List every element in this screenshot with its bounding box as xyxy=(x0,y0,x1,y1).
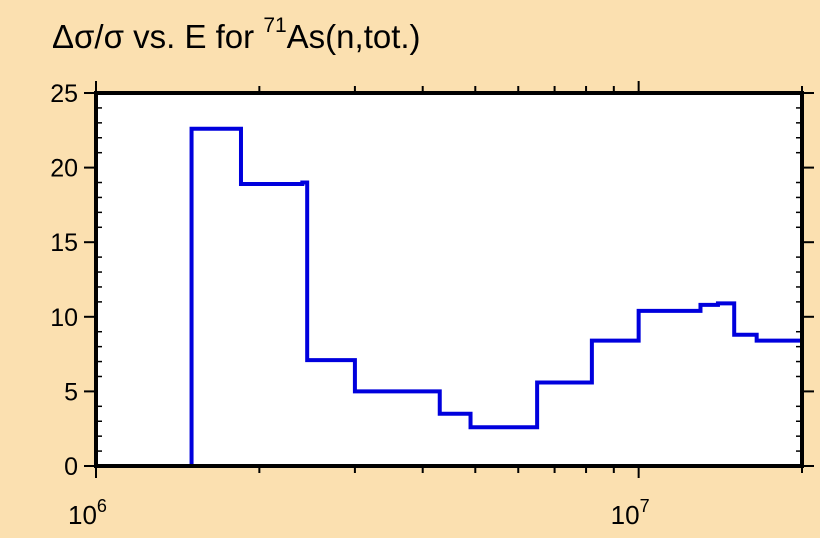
plot-frame xyxy=(94,91,804,468)
series-group xyxy=(189,126,804,466)
y-tick-label: 20 xyxy=(50,155,78,183)
chart-title-superscript: 71 xyxy=(263,14,287,37)
y-tick-label: 10 xyxy=(50,304,78,332)
chart-title-suffix: As(n,tot.) xyxy=(286,18,421,55)
plot-area xyxy=(96,93,802,466)
y-tick-label: 25 xyxy=(50,80,78,108)
y-tick-label: 5 xyxy=(64,378,78,406)
chart-title: Δσ/σ vs. E for 71As(n,tot.) xyxy=(52,14,421,56)
tick-labels: 0 5 10 15 20 25 106 107 xyxy=(50,80,649,530)
y-tick-label: 15 xyxy=(50,229,78,257)
chart-title-prefix: Δσ/σ vs. E for xyxy=(52,18,264,55)
x-tick-label: 107 xyxy=(611,496,650,530)
series-line xyxy=(189,126,804,466)
x-tick-label: 106 xyxy=(68,496,107,530)
y-tick-label: 0 xyxy=(64,453,78,481)
